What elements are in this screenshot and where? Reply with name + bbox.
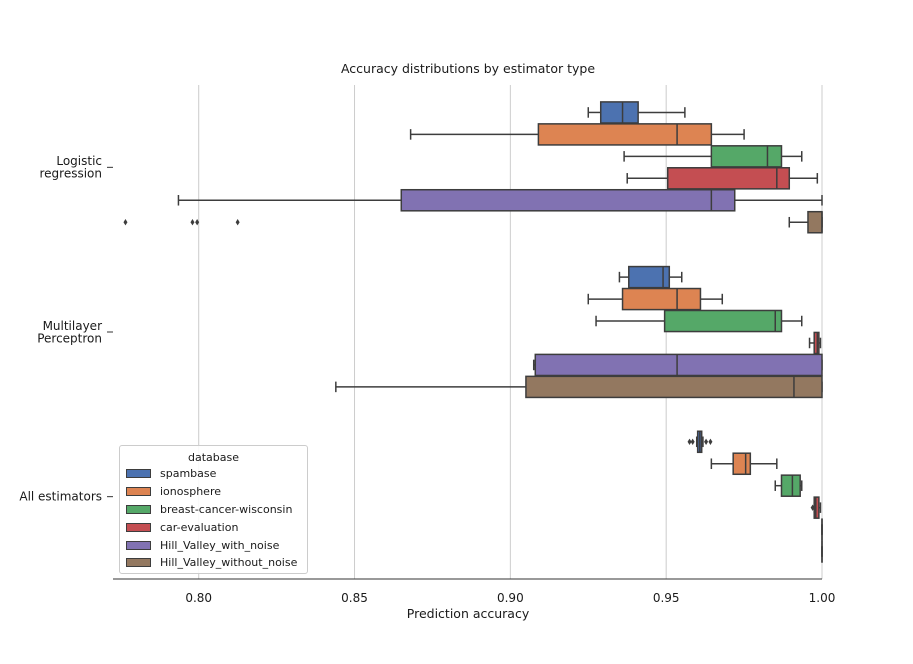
box-car-evaluation [626, 167, 819, 190]
legend-item: spambase [120, 465, 307, 483]
legend: database spambase ionosphere breast-cancer… [119, 445, 308, 574]
x-tick-label: 0.90 [497, 591, 524, 605]
box-car-evaluation [810, 496, 822, 519]
legend-items: spambase ionosphere breast-cancer-wisconsi… [120, 465, 307, 572]
box-iqr [621, 287, 702, 311]
flier-point [235, 219, 240, 226]
box-ionosphere [409, 123, 745, 146]
x-tick-label: 1.00 [809, 591, 836, 605]
legend-label: spambase [160, 467, 217, 481]
box-Hill_Valley_with_noise [177, 188, 823, 212]
y-category-label-line: regression [39, 167, 102, 181]
legend-label: car-evaluation [160, 520, 239, 534]
legend-label: Hill_Valley_with_noise [160, 538, 280, 552]
y-category-label-line: All estimators [19, 490, 102, 504]
legend-swatch [126, 504, 151, 514]
x-tick-labels: 0.80 0.85 0.90 0.95 1.00 [185, 591, 835, 605]
flier-point [195, 219, 200, 226]
box-Hill_Valley_with_noise [532, 353, 823, 377]
box-iqr [807, 210, 823, 234]
flier-point [708, 438, 713, 445]
box-iqr [537, 123, 713, 146]
legend-item: Hill_Valley_with_noise [120, 536, 307, 554]
box-spambase [587, 101, 686, 124]
legend-swatch [126, 558, 151, 568]
flier-point [690, 438, 695, 445]
flier-point [190, 219, 195, 226]
legend-title: database [188, 451, 239, 464]
box-iqr [534, 353, 823, 377]
x-axis-label: Prediction accuracy [407, 606, 530, 621]
box-breast-cancer-wisconsin [774, 474, 803, 497]
box-layer [123, 101, 823, 563]
legend-item: Hill_Valley_without_noise [120, 554, 307, 572]
legend-label: breast-cancer-wisconsin [160, 502, 293, 516]
box-spambase [618, 265, 683, 289]
box-Hill_Valley_without_noise [335, 375, 823, 399]
y-category-label-line: Logistic [56, 154, 102, 168]
legend-swatch [126, 469, 151, 479]
box-ionosphere [587, 287, 724, 311]
legend-swatch [126, 540, 151, 550]
box-iqr [813, 331, 820, 355]
legend-swatch [126, 487, 151, 497]
flier-point [123, 219, 128, 226]
y-category-label: Logistic regression [39, 154, 102, 181]
x-tick-label: 0.85 [341, 591, 368, 605]
legend-label: ionosphere [160, 485, 221, 499]
box-iqr [732, 452, 752, 476]
flier-point [687, 438, 692, 445]
legend-item: car-evaluation [120, 518, 307, 536]
box-iqr [599, 101, 639, 124]
flier-point [810, 504, 815, 511]
x-tick-label: 0.95 [653, 591, 680, 605]
y-category-label-line: Multilayer [43, 319, 103, 333]
box-iqr [813, 496, 820, 519]
box-iqr [400, 188, 736, 212]
box-iqr [628, 265, 671, 289]
box-iqr [710, 145, 783, 168]
y-category-label: Multilayer Perceptron [37, 319, 102, 346]
flier-point [704, 438, 709, 445]
box-breast-cancer-wisconsin [623, 145, 803, 168]
box-iqr [780, 474, 801, 497]
box-Hill_Valley_without_noise [123, 210, 823, 234]
y-category-labels: Logistic regression Multilayer Perceptron Al… [19, 154, 102, 504]
y-category-label: All estimators [19, 490, 102, 504]
box-iqr [666, 167, 791, 190]
box-iqr [663, 309, 783, 333]
box-ionosphere [710, 452, 778, 476]
box-spambase [687, 430, 713, 454]
box-car-evaluation [808, 331, 822, 355]
x-tick-label: 0.80 [185, 591, 212, 605]
y-category-label-line: Perceptron [37, 331, 102, 345]
chart-title: Accuracy distributions by estimator type [341, 61, 595, 76]
axes [107, 166, 822, 580]
legend-item: breast-cancer-wisconsin [120, 501, 307, 519]
box-iqr [525, 375, 823, 399]
legend-item: ionosphere [120, 483, 307, 501]
legend-swatch [126, 522, 151, 532]
legend-label: Hill_Valley_without_noise [160, 556, 298, 570]
box-breast-cancer-wisconsin [595, 309, 803, 333]
